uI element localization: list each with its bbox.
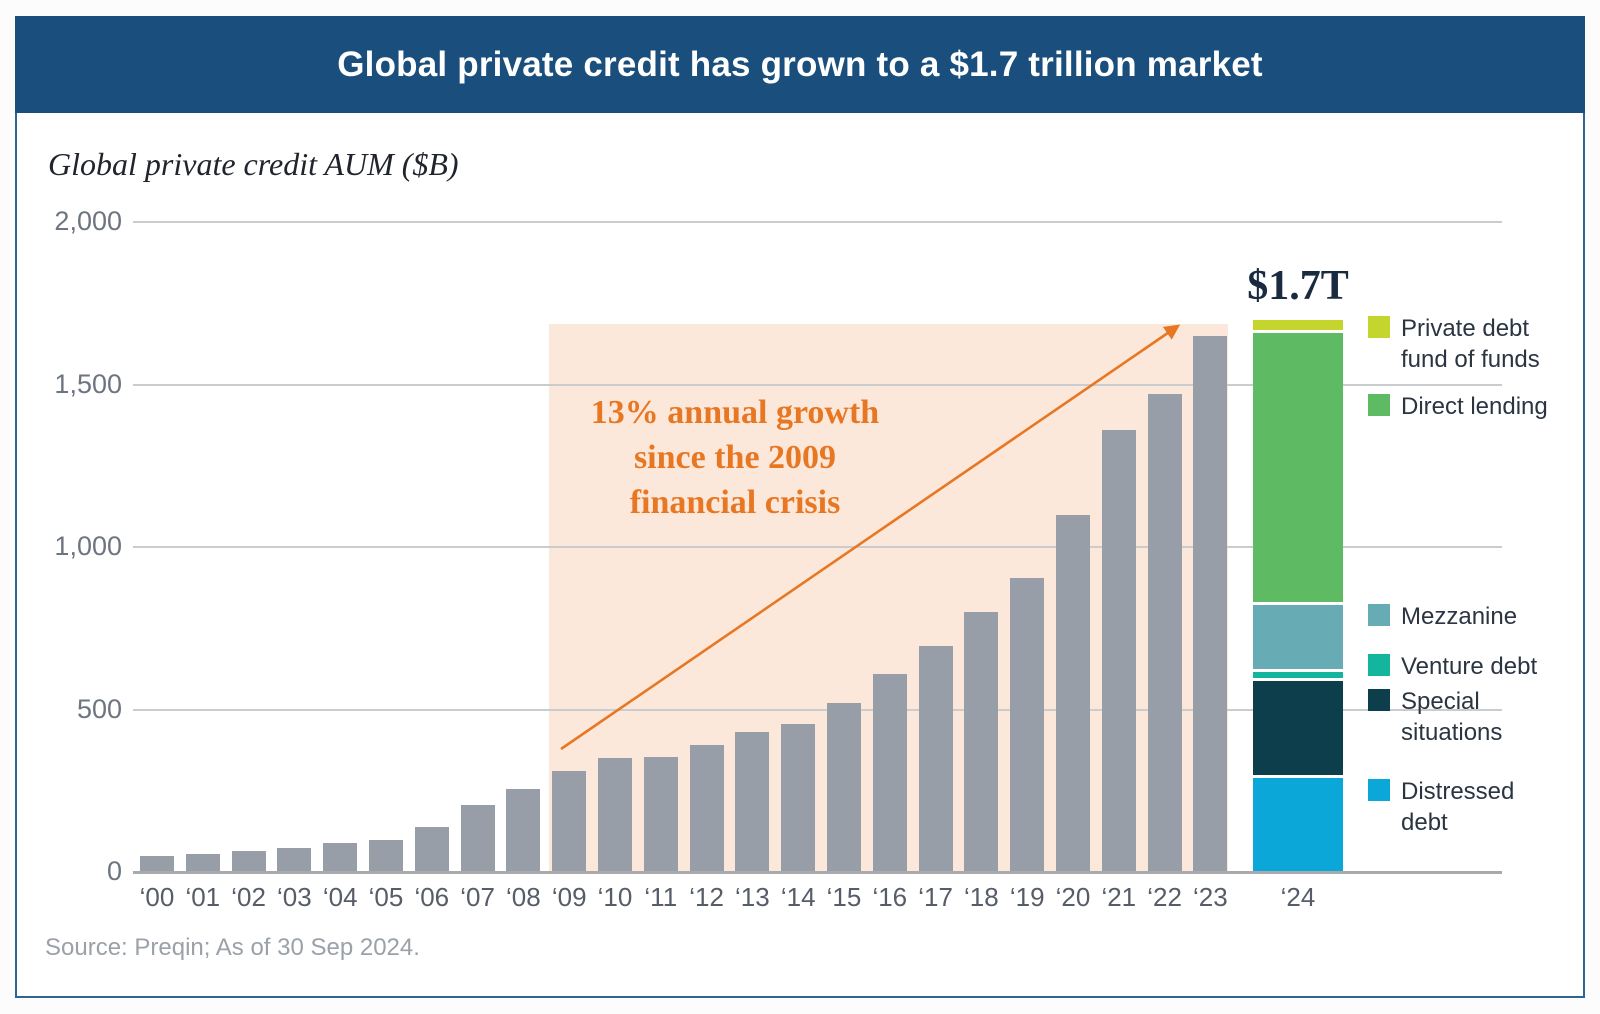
x-tick-label-05: ‘05 — [368, 882, 404, 912]
gridline-2000 — [133, 221, 1502, 223]
y-tick-label-1000: 1,000 — [54, 531, 122, 561]
legend-item-mezzanine: Mezzanine — [1368, 601, 1553, 632]
x-tick-label-15: ‘15 — [826, 882, 862, 912]
x-tick-label-17: ‘17 — [918, 882, 953, 912]
bar-15 — [827, 703, 861, 872]
bar-19 — [1010, 577, 1045, 872]
legend-item-special-situations: Special situations — [1368, 686, 1553, 748]
x-tick-label-16: ‘16 — [872, 882, 908, 912]
bar-16 — [872, 673, 907, 872]
bar-14 — [781, 724, 816, 872]
bar-09 — [552, 771, 587, 872]
x-tick-label-22: ‘22 — [1147, 882, 1182, 912]
total-value-label: $1.7T — [1247, 263, 1349, 309]
y-tick-label-2000: 2,000 — [54, 206, 122, 236]
x-tick-label-03: ‘03 — [277, 882, 312, 912]
title-bar: Global private credit has grown to a $1.… — [15, 16, 1585, 113]
x-tick-label-10: ‘10 — [597, 882, 633, 912]
legend-item-direct-lending: Direct lending — [1368, 391, 1553, 422]
bar-18 — [964, 612, 999, 872]
x-tick-label-06: ‘06 — [414, 882, 450, 912]
bar-21 — [1101, 430, 1136, 872]
x-tick-label-07: ‘07 — [460, 882, 495, 912]
legend-label: Special situations — [1401, 688, 1503, 746]
y-tick-label-500: 500 — [76, 693, 122, 724]
bar-10 — [598, 758, 632, 872]
bar-08 — [506, 789, 541, 872]
legend-item-distressed-debt: Distressed debt — [1368, 776, 1553, 838]
y-tick-label-1500: 1,500 — [54, 368, 122, 399]
legend-swatch — [1368, 689, 1390, 711]
x-tick-label-09: ‘09 — [551, 882, 587, 912]
x-tick-label-24: ‘24 — [1280, 882, 1316, 912]
segment-distressed-debt — [1253, 778, 1343, 871]
bar-20 — [1056, 514, 1090, 872]
annotation-line-1: 13% annual growth — [590, 394, 880, 431]
bar-17 — [918, 646, 953, 872]
legend-swatch — [1368, 316, 1390, 338]
x-tick-label-11: ‘11 — [644, 882, 678, 912]
x-tick-label-13: ‘13 — [735, 882, 770, 912]
growth-annotation: 13% annual growth since the 2009 financi… — [555, 390, 915, 525]
bar-13 — [735, 732, 770, 872]
annotation-line-3: financial crisis — [629, 484, 841, 521]
x-tick-label-14: ‘14 — [780, 882, 816, 912]
legend-item-venture-debt: Venture debt — [1368, 651, 1553, 682]
source-note: Source: Preqin; As of 30 Sep 2024. — [45, 934, 420, 961]
axis-units-subtitle: Global private credit AUM ($B) — [48, 146, 459, 182]
legend: Private debt fund of funds Direct lending… — [1368, 0, 1578, 1014]
legend-label: Mezzanine — [1401, 603, 1518, 630]
bar-12 — [689, 745, 724, 872]
bar-01 — [185, 854, 220, 872]
bar-00 — [140, 855, 174, 872]
x-tick-label-08: ‘08 — [506, 882, 541, 912]
bar-04 — [323, 842, 358, 872]
bar-05 — [369, 839, 403, 872]
bar-22 — [1147, 394, 1182, 872]
x-tick-label-21: ‘21 — [1101, 882, 1137, 912]
legend-label: Private debt fund of funds — [1401, 315, 1540, 373]
x-tick-label-00: ‘00 — [139, 882, 175, 912]
x-tick-label-23: ‘23 — [1193, 882, 1228, 912]
x-tick-label-01: ‘01 — [185, 882, 221, 912]
segment-direct-lending — [1253, 332, 1343, 603]
segment-special-situations — [1253, 681, 1343, 776]
x-tick-label-18: ‘18 — [964, 882, 999, 912]
annotation-line-2: since the 2009 — [633, 439, 837, 476]
bar-11 — [643, 756, 678, 872]
x-tick-label-02: ‘02 — [231, 882, 266, 912]
segment-venture-debt — [1253, 671, 1343, 679]
y-tick-label-0: 0 — [106, 856, 122, 886]
legend-label: Venture debt — [1401, 653, 1538, 680]
bar-02 — [231, 850, 266, 872]
legend-item-private-debt-fund-of-funds: Private debt fund of funds — [1368, 313, 1553, 375]
legend-swatch — [1368, 654, 1390, 676]
legend-swatch — [1368, 394, 1390, 416]
legend-label: Direct lending — [1401, 393, 1548, 420]
x-tick-label-19: ‘19 — [1009, 882, 1045, 912]
bar-03 — [277, 847, 312, 872]
legend-swatch — [1368, 779, 1390, 801]
bar-07 — [460, 805, 495, 872]
x-tick-label-04: ‘04 — [322, 882, 358, 912]
bar-23 — [1193, 335, 1228, 872]
legend-swatch — [1368, 604, 1390, 626]
segment-private-debt-fund-of-funds — [1253, 319, 1343, 330]
chart-title: Global private credit has grown to a $1.… — [337, 44, 1263, 84]
x-tick-label-12: ‘12 — [689, 882, 724, 912]
legend-label: Distressed debt — [1401, 778, 1515, 836]
bar-06 — [414, 826, 449, 872]
segment-mezzanine — [1253, 605, 1343, 669]
x-tick-label-20: ‘20 — [1055, 882, 1091, 912]
x-axis-line — [133, 871, 1502, 874]
